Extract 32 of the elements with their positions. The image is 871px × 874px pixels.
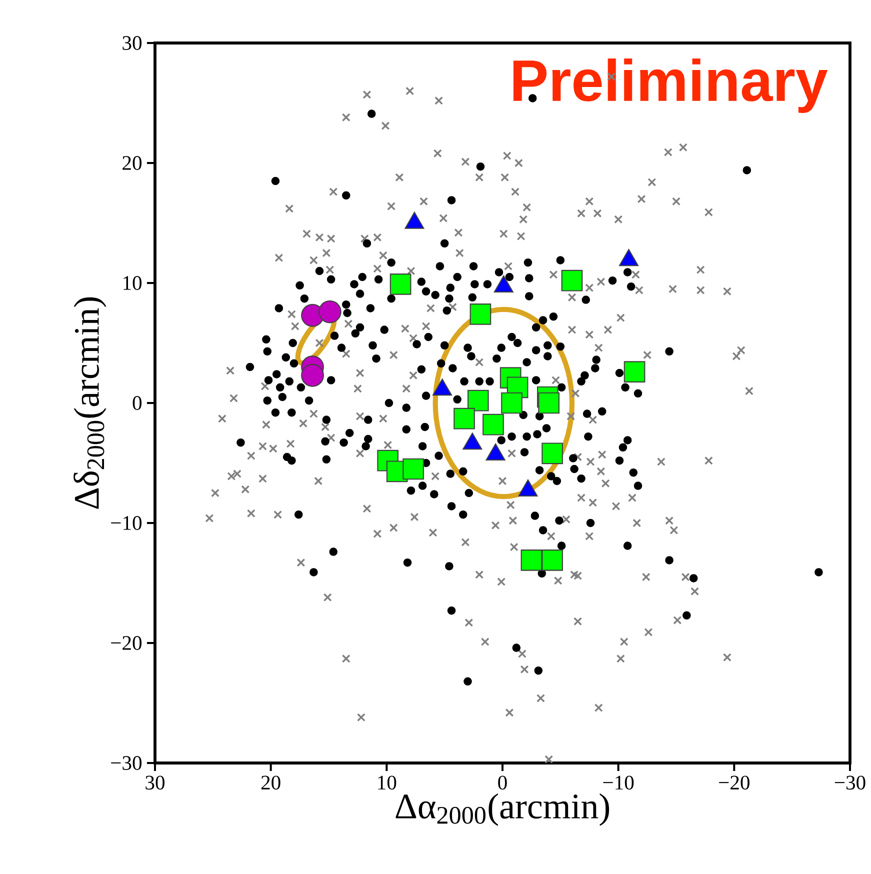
point (624, 361, 646, 382)
point (402, 458, 424, 480)
x-tick-label: 0 (498, 776, 507, 790)
y-tick-label: 30 (122, 36, 142, 50)
point (542, 442, 563, 464)
x-tick-label: 20 (261, 776, 280, 790)
point (482, 414, 504, 436)
point (520, 550, 542, 571)
point (542, 550, 563, 571)
y-tick-label: 20 (122, 156, 142, 170)
y-tick-label: −10 (111, 516, 142, 530)
annotation: Preliminary (513, 58, 828, 113)
x-tick-label: −10 (603, 776, 634, 790)
point (454, 408, 475, 430)
point (318, 300, 342, 324)
y-axis-title: Δδ$_{2000}$(arcmin) (74, 297, 106, 509)
y-tick-label: −30 (111, 756, 142, 770)
x-axis-title: Δα$_{2000}$(arcmin) (396, 793, 610, 826)
y-tick-label: 10 (124, 276, 142, 290)
point (301, 364, 324, 387)
x-tick-label: 10 (378, 776, 396, 790)
point (390, 274, 412, 295)
point (501, 392, 522, 414)
y-tick-label: −20 (111, 636, 142, 650)
x-tick-label: 30 (146, 776, 164, 790)
point (470, 304, 492, 325)
point (467, 390, 489, 412)
x-tick-label: −20 (719, 776, 750, 790)
point (538, 392, 560, 414)
y-tick-label: 0 (132, 396, 142, 410)
point (561, 270, 583, 292)
x-tick-label: −30 (834, 776, 866, 790)
